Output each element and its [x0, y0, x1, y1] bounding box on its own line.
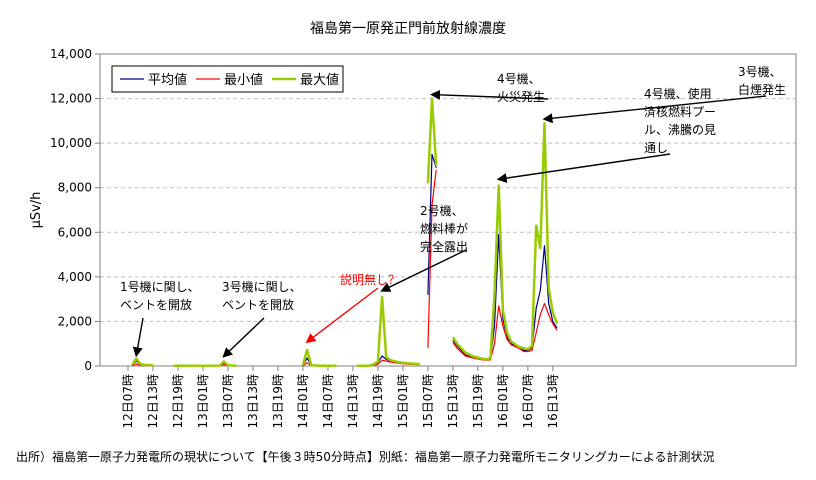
x-tick-label: 16日01時 — [496, 374, 510, 429]
annotation: 3号機、白煙発生 — [542, 64, 786, 124]
legend-label: 平均値 — [148, 72, 187, 88]
x-tick-label: 16日13時 — [546, 374, 560, 429]
series-平均値 — [131, 153, 558, 367]
series-line-segment — [427, 169, 437, 349]
annotation: 説明無し？ — [305, 272, 400, 344]
chart-title: 福島第一原発正門前放射線濃度 — [310, 20, 506, 37]
x-tick-label: 15日13時 — [446, 374, 460, 429]
annotation-line: ベントを開放 — [222, 297, 294, 312]
annotation: 3号機に関し、ベントを開放 — [222, 279, 302, 358]
x-tick-label: 14日19時 — [371, 374, 385, 429]
x-tick-label: 12日07時 — [121, 374, 135, 429]
y-tick-label: 6,000 — [58, 225, 92, 239]
gridlines — [100, 98, 796, 322]
x-tick-label: 14日13時 — [346, 374, 360, 429]
y-axis-ticks: 0 2,000 4,000 6,000 8,000 10,000 12,000 14,000 — [50, 47, 100, 373]
series-line-segment — [452, 303, 558, 361]
annotation: 1号機に関し、ベントを開放 — [120, 279, 200, 358]
annotation-line: 3号機に関し、 — [222, 279, 302, 294]
x-tick-label: 16日07時 — [521, 374, 535, 429]
annotation-line: 3号機、 — [738, 64, 782, 79]
annotation-arrow — [542, 95, 767, 124]
annotation-line: 燃料棒が — [420, 221, 468, 236]
annotation-line: 2号機、 — [420, 203, 464, 218]
annotation-arrow — [496, 153, 671, 184]
series-line-segment — [131, 357, 154, 367]
annotation-arrow — [430, 89, 549, 100]
plot-area — [99, 53, 797, 367]
annotation-line: 通し — [644, 141, 668, 155]
annotation-line: 1号機に関し、 — [120, 279, 200, 294]
legend-label: 最大値 — [300, 72, 339, 88]
y-tick-label: 0 — [84, 359, 92, 373]
annotation-arrow — [380, 249, 467, 292]
annotation-arrow — [132, 317, 144, 358]
annotation-line: 白煙発生 — [738, 82, 786, 97]
x-tick-label: 13日13時 — [246, 374, 260, 429]
y-tick-label: 4,000 — [58, 270, 92, 284]
y-tick-label: 10,000 — [50, 136, 92, 150]
annotations: 1号機に関し、ベントを開放3号機に関し、ベントを開放説明無し？2号機、燃料棒が完… — [120, 64, 786, 358]
x-tick-label: 14日01時 — [296, 374, 310, 429]
annotation-line: 火災発生 — [497, 90, 545, 104]
x-tick-label: 15日19時 — [471, 374, 485, 429]
annotation-line: 完全露出 — [420, 239, 468, 254]
chart: 福島第一原発正門前放射線濃度 0 2,000 4,000 6,000 8,000 10,0… — [29, 20, 797, 429]
annotation-line: 4号機、 — [497, 71, 541, 86]
x-axis-ticks: 12日07時 12日13時 12日19時 13日01時 13日07時 13日13時 13日1… — [121, 366, 560, 429]
y-tick-label: 14,000 — [50, 47, 92, 61]
series-line-segment — [427, 153, 437, 295]
x-tick-label: 15日01時 — [396, 374, 410, 429]
x-tick-label: 13日01時 — [196, 374, 210, 429]
series-line-segment — [357, 295, 420, 367]
y-tick-label: 12,000 — [50, 92, 92, 106]
series-line-segment — [451, 121, 559, 361]
annotation-arrow — [305, 287, 379, 344]
legend-box — [111, 65, 344, 93]
annotation: 4号機、火災発生 — [430, 71, 549, 104]
y-tick-label: 2,000 — [58, 314, 92, 328]
legend: 平均値 最小値 最大値 — [111, 65, 344, 93]
annotation-line: 済核燃料プー — [644, 104, 716, 119]
series-line-segment — [452, 233, 558, 361]
x-tick-label: 13日19時 — [271, 374, 285, 429]
x-tick-label: 14日07時 — [321, 374, 335, 429]
annotation-line: ル、沸騰の見 — [644, 122, 716, 137]
series-line-segment — [173, 360, 237, 368]
annotation-arrow — [222, 317, 265, 358]
annotation-line: ベントを開放 — [120, 297, 192, 312]
legend-label: 最小値 — [224, 72, 263, 88]
x-tick-label: 12日19時 — [171, 374, 185, 429]
annotation-line: 4号機、使用 — [644, 86, 712, 101]
series-line-segment — [301, 348, 337, 367]
y-axis-label: μSv/h — [29, 192, 44, 229]
x-tick-label: 15日07時 — [421, 374, 435, 429]
x-tick-label: 12日13時 — [146, 374, 160, 429]
y-tick-label: 8,000 — [58, 181, 92, 195]
footnote: 出所）福島第一原子力発電所の現状について【午後３時50分時点】別紙：福島第一原子… — [16, 450, 715, 464]
x-tick-label: 13日07時 — [221, 374, 235, 429]
annotation-line: 説明無し？ — [340, 272, 400, 287]
